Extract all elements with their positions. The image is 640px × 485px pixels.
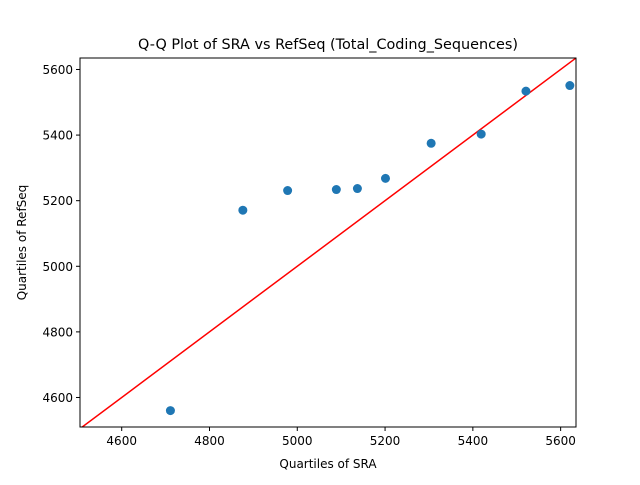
- y-tick-label: 5600: [42, 63, 73, 77]
- plot-frame: [79, 57, 577, 428]
- reference-line-layer: [80, 58, 576, 427]
- data-point: [352, 184, 362, 194]
- data-point: [521, 86, 531, 96]
- data-point: [381, 173, 391, 183]
- y-tick-label: 4800: [42, 325, 73, 339]
- x-tick-label: 5400: [458, 434, 489, 448]
- data-point: [426, 138, 436, 148]
- data-point: [331, 185, 341, 195]
- y-tick-label: 4600: [42, 391, 73, 405]
- x-tick-label: 5000: [282, 434, 313, 448]
- reference-line: [80, 58, 576, 427]
- x-tick-label: 4600: [106, 434, 137, 448]
- data-points-layer: [165, 81, 575, 416]
- y-tick-label: 5200: [42, 194, 73, 208]
- data-point: [238, 205, 248, 215]
- x-tick-label: 4800: [194, 434, 225, 448]
- x-tick-label: 5600: [545, 434, 576, 448]
- y-tick-label: 5400: [42, 129, 73, 143]
- x-axis-title: Quartiles of SRA: [279, 457, 377, 471]
- data-point: [565, 81, 575, 91]
- data-point: [165, 406, 175, 416]
- y-tick-label: 5000: [42, 260, 73, 274]
- chart-title: Q-Q Plot of SRA vs RefSeq (Total_Coding_…: [138, 37, 518, 53]
- y-axis-ticks: 4600 4800 5000 5200 5400 5600: [42, 63, 80, 405]
- data-point: [283, 186, 293, 196]
- x-axis-ticks: 4600 4800 5000 5200 5400 5600: [106, 427, 576, 448]
- x-tick-label: 5200: [370, 434, 401, 448]
- y-axis-title: Quartiles of RefSeq: [15, 185, 29, 301]
- data-point: [476, 129, 486, 139]
